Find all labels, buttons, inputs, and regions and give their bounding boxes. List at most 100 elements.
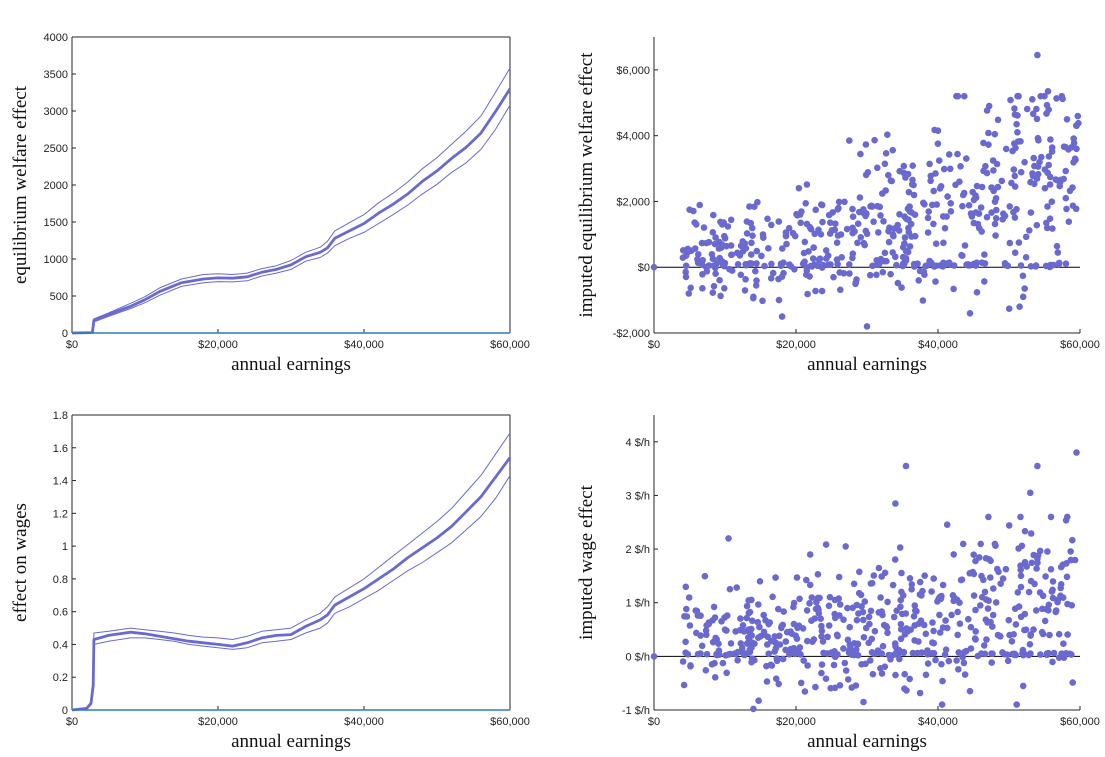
scatter-point xyxy=(1034,51,1041,59)
scatter-point xyxy=(1039,605,1046,613)
scatter-point xyxy=(947,200,954,207)
scatter-point xyxy=(930,627,937,635)
scatter-point xyxy=(959,202,966,210)
scatter-point xyxy=(736,626,744,634)
scatter-point xyxy=(1021,285,1028,292)
scatter-point xyxy=(902,254,910,262)
scatter-point xyxy=(712,234,719,241)
scatter-point xyxy=(843,225,851,233)
scatter-point xyxy=(938,701,946,708)
scatter-point xyxy=(1015,239,1023,246)
scatter-point xyxy=(711,240,719,248)
scatter-point xyxy=(1029,96,1036,103)
scatter-point xyxy=(684,248,692,256)
scatter-point xyxy=(1048,198,1056,205)
scatter-point xyxy=(1062,167,1069,175)
scatter-point xyxy=(954,608,961,616)
scatter-point xyxy=(1038,628,1046,636)
scatter-point xyxy=(804,662,811,669)
scatter-point xyxy=(818,201,826,209)
scatter-point xyxy=(881,160,889,168)
scatter-point xyxy=(1011,249,1019,256)
scatter-point xyxy=(703,650,711,658)
scatter-point xyxy=(1016,303,1023,311)
x-tick-label: $40,000 xyxy=(918,716,958,728)
scatter-point xyxy=(822,541,830,548)
scatter-point xyxy=(897,626,905,633)
series-lower-bound xyxy=(71,104,511,334)
scatter-point xyxy=(953,92,960,100)
scatter-point xyxy=(985,141,992,148)
scatter-point xyxy=(956,620,964,627)
scatter-point xyxy=(1045,607,1052,614)
y-tick-label: -1 $/h xyxy=(622,705,650,717)
scatter-point xyxy=(1045,161,1052,169)
y-tick-label: $0 xyxy=(638,262,650,274)
scatter-point xyxy=(748,658,755,666)
y-tick-label: 1.4 xyxy=(53,476,68,488)
scatter-point xyxy=(801,688,809,695)
scatter-point xyxy=(1017,262,1025,269)
scatter-point xyxy=(690,207,697,215)
scatter-point xyxy=(803,220,811,228)
scatter-point xyxy=(814,571,822,578)
scatter-point xyxy=(934,140,942,147)
y-tick-label: 0.6 xyxy=(53,607,68,619)
scatter-point xyxy=(695,251,702,258)
scatter-point xyxy=(932,656,939,664)
scatter-point xyxy=(934,127,942,134)
scatter-point xyxy=(1044,169,1051,177)
x-tick-label: $40,000 xyxy=(918,339,958,351)
scatter-point xyxy=(965,261,972,268)
scatter-point xyxy=(903,687,910,694)
scatter-point xyxy=(780,269,787,277)
scatter-point xyxy=(1019,293,1027,301)
scatter-point xyxy=(1007,96,1014,104)
scatter-point xyxy=(826,230,834,237)
scatter-point xyxy=(862,141,870,148)
scatter-point xyxy=(808,263,816,270)
scatter-point xyxy=(1017,138,1024,145)
scatter-point xyxy=(914,649,921,657)
scatter-point xyxy=(1011,605,1019,612)
scatter-point xyxy=(746,628,753,636)
scatter-point xyxy=(833,239,841,246)
scatter-point xyxy=(897,620,905,628)
scatter-point xyxy=(881,249,889,257)
scatter-point xyxy=(830,273,837,281)
scatter-point xyxy=(924,229,932,236)
scatter-point xyxy=(878,573,885,580)
scatter-point xyxy=(1022,233,1030,241)
scatter-point xyxy=(981,278,988,285)
scatter-point xyxy=(891,225,898,232)
scatter-point xyxy=(882,187,889,194)
scatter-point xyxy=(1047,136,1054,143)
scatter-point xyxy=(853,616,861,624)
scatter-point xyxy=(776,641,784,648)
scatter-point xyxy=(961,92,968,100)
scatter-point xyxy=(1008,638,1016,645)
scatter-point xyxy=(842,543,849,550)
scatter-point xyxy=(920,268,927,275)
scatter-point xyxy=(892,500,899,507)
scatter-point xyxy=(1005,616,1013,624)
scatter-point xyxy=(994,183,1002,191)
scatter-point xyxy=(972,628,979,635)
scatter-point xyxy=(889,581,897,589)
scatter-point xyxy=(728,251,735,259)
scatter-point xyxy=(862,227,870,235)
scatter-point xyxy=(870,218,877,225)
scatter-point xyxy=(803,181,811,188)
scatter-point xyxy=(709,638,717,646)
scatter-point xyxy=(747,251,755,258)
scatter-point xyxy=(1027,489,1034,497)
scatter-point xyxy=(1044,88,1052,95)
scatter-point xyxy=(1017,513,1024,521)
scatter-point xyxy=(908,209,915,216)
scatter-point xyxy=(831,684,839,692)
scatter-point xyxy=(750,293,757,301)
scatter-point xyxy=(748,644,755,651)
scatter-point xyxy=(981,650,989,658)
scatter-point xyxy=(929,619,936,626)
scatter-point xyxy=(999,575,1007,582)
